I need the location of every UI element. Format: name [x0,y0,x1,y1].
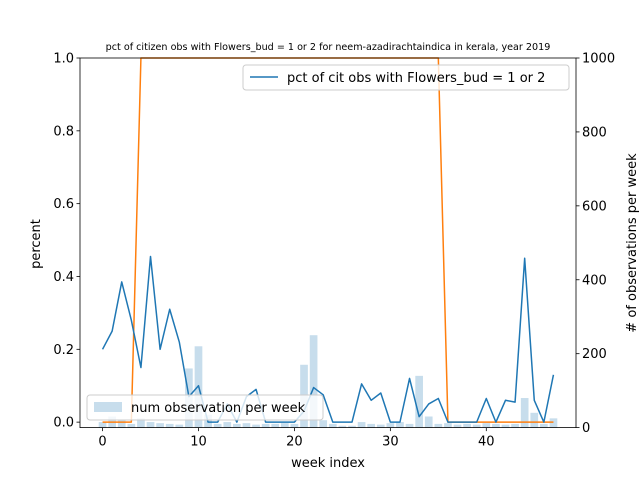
bar-week-24 [328,423,337,428]
bar-week-35 [434,423,443,428]
bar-week-15 [242,423,251,428]
bar-week-34 [424,416,433,428]
bar-week-23 [319,420,328,428]
bar-week-19 [280,423,289,428]
bar-week-6 [156,423,164,428]
x-axis: 0 10 20 30 40 [98,427,495,450]
bar-week-17 [261,423,270,428]
bar-week-16 [252,424,260,428]
y2-tick-label: 0 [582,421,590,436]
y-axis-right: 0 200 400 600 800 1000 [576,52,615,436]
y-tick-label: 0.8 [53,124,74,139]
y-tick-label: 0.0 [53,416,74,431]
y2-tick-label: 800 [582,125,607,140]
bar-week-28 [367,423,376,428]
legend-upper-box [242,64,570,91]
bar-week-41 [492,423,500,428]
bar-week-14 [233,423,241,428]
x-tick-label: 0 [98,435,106,450]
bar-week-13 [223,422,232,428]
bar-week-7 [165,423,174,428]
bar-week-45 [530,412,539,428]
bar-week-42 [501,424,510,428]
x-tick-label: 20 [286,435,303,450]
bar-week-31 [396,422,404,428]
bar-week-20 [290,423,299,428]
legend-lower-box [86,394,324,421]
legend-upper: pct of cit obs with Flowers_bud = 1 or 2 [242,64,570,91]
bar-week-43 [511,423,519,428]
bar-week-32 [405,423,414,428]
y-tick-label: 1.0 [53,52,74,67]
bar-week-39 [472,424,481,428]
x-tick-label: 40 [478,435,495,450]
legend-bar-swatch [94,402,122,412]
y2-tick-label: 400 [582,273,607,288]
bar-week-33 [415,375,423,428]
bar-week-46 [540,423,548,428]
y2-axis-label: # of observations per week [625,153,640,333]
bar-week-3 [127,423,136,428]
y-tick-label: 0.2 [53,343,74,358]
bar-week-4 [137,418,145,428]
bar-week-36 [444,423,452,428]
y2-tick-label: 1000 [582,52,615,67]
line-pct-flowers-bud [101,255,555,423]
bar-week-47 [549,418,558,428]
bar-week-22 [309,335,318,428]
y2-tick-label: 200 [582,347,607,362]
chart-title: pct of citizen obs with Flowers_bud = 1 … [106,42,551,53]
bar-week-38 [463,423,471,428]
bar-week-40 [482,423,491,428]
y-tick-label: 0.6 [53,197,74,212]
plot-frame [79,57,577,429]
x-tick-label: 10 [190,435,207,450]
x-tick-label: 30 [382,435,399,450]
y-axis-left: 0.0 0.2 0.4 0.6 0.8 1.0 [53,52,80,431]
bar-week-2 [117,420,126,428]
y-tick-label: 0.4 [53,270,74,285]
bar-week-27 [357,422,366,428]
legend-label-pct: pct of cit obs with Flowers_bud = 1 or 2 [287,71,545,86]
bar-week-18 [271,423,280,428]
legend-label-num: num observation per week [131,401,306,416]
bar-week-0 [98,422,107,428]
bar-week-25 [338,425,347,428]
bar-week-30 [386,423,395,428]
bar-week-37 [453,424,462,428]
y2-tick-label: 600 [582,199,607,214]
y-axis-label: percent [29,219,44,269]
x-axis-label: week index [291,456,365,471]
bar-week-29 [376,424,385,428]
legend-lower: num observation per week [86,394,324,421]
bar-week-12 [213,423,222,428]
bar-week-5 [146,422,155,428]
bar-week-26 [348,425,356,428]
bar-week-8 [175,424,184,428]
bar-week-44 [520,398,529,428]
